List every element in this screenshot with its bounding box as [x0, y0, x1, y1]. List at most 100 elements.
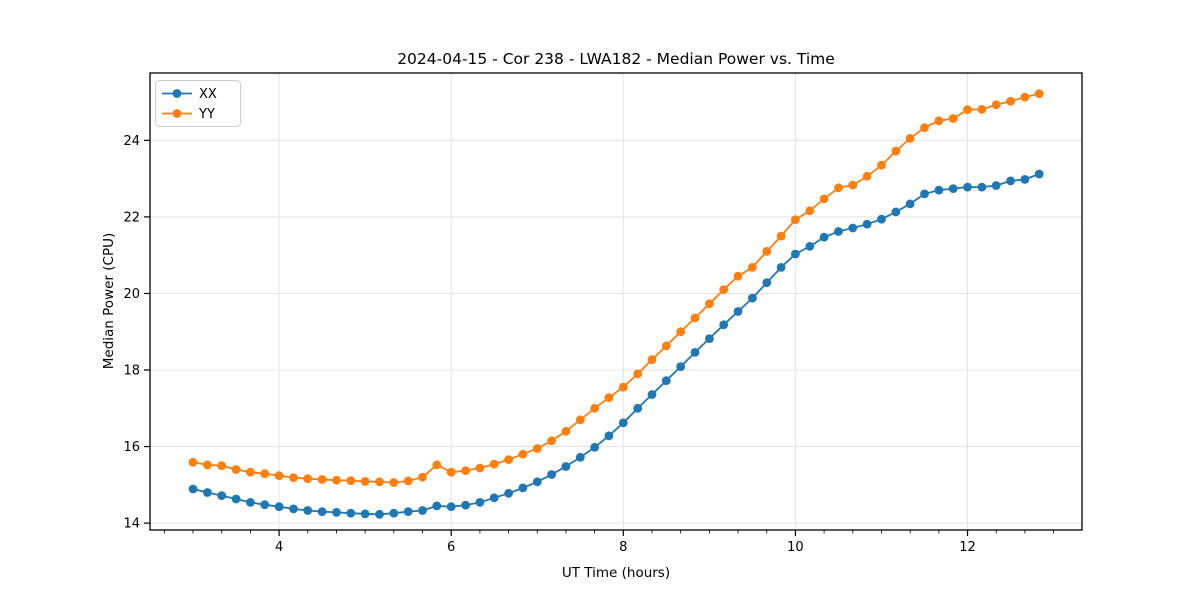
- data-point: [791, 215, 800, 225]
- data-point: [203, 488, 212, 497]
- data-point: [432, 460, 442, 470]
- data-point: [188, 484, 198, 494]
- y-tick-label: 14: [123, 517, 140, 532]
- data-point: [633, 369, 643, 379]
- data-point: [332, 475, 341, 485]
- data-point: [461, 466, 470, 476]
- data-point: [676, 362, 686, 371]
- data-point: [762, 278, 772, 288]
- data-point: [489, 493, 499, 503]
- x-tick-label: 4: [275, 540, 283, 555]
- data-point: [1020, 92, 1030, 102]
- data-point: [532, 477, 542, 487]
- x-tick-label: 8: [619, 540, 627, 555]
- data-point: [705, 299, 714, 309]
- data-point: [920, 123, 929, 133]
- data-point: [963, 105, 972, 115]
- data-point: [1006, 176, 1015, 186]
- data-point: [389, 478, 399, 487]
- data-point: [360, 509, 370, 519]
- data-point: [446, 467, 456, 477]
- data-point: [418, 506, 427, 515]
- data-point: [475, 463, 485, 473]
- data-point: [748, 293, 757, 303]
- data-point: [346, 476, 356, 485]
- data-point: [203, 460, 212, 470]
- data-point: [977, 105, 987, 114]
- data-point: [231, 465, 241, 474]
- data-point: [647, 355, 657, 365]
- data-point: [719, 285, 729, 294]
- data-point: [719, 320, 729, 330]
- data-point: [303, 506, 313, 515]
- legend-item-xx: XX: [162, 87, 217, 102]
- data-point: [590, 442, 600, 452]
- data-point: [991, 181, 1001, 190]
- y-tick-label: 22: [123, 210, 140, 225]
- data-point: [862, 219, 872, 229]
- data-point: [690, 313, 700, 323]
- data-point: [518, 483, 528, 493]
- y-axis-label: Median Power (CPU): [101, 233, 117, 369]
- data-point: [246, 467, 255, 477]
- data-point: [791, 249, 800, 259]
- data-point: [561, 462, 571, 471]
- data-point: [905, 199, 915, 209]
- data-point: [547, 470, 556, 479]
- data-point: [217, 491, 227, 500]
- x-tick-label: 10: [787, 540, 804, 555]
- data-point: [274, 471, 284, 480]
- data-point: [705, 334, 714, 343]
- data-point: [819, 232, 829, 242]
- data-point: [561, 426, 571, 436]
- data-point: [776, 231, 786, 241]
- data-point: [1020, 175, 1030, 184]
- y-tick-label: 24: [123, 134, 140, 149]
- data-point: [748, 263, 757, 272]
- axis-ticks: 4 6 8 10 12 14 16 18 20 22 24: [123, 134, 1055, 555]
- legend-xx-marker-icon: [172, 89, 182, 98]
- data-point: [289, 504, 298, 514]
- legend-box: [155, 80, 241, 127]
- data-point: [446, 502, 456, 512]
- data-point: [618, 418, 628, 428]
- series-yy-line: [192, 92, 1040, 484]
- data-point: [676, 327, 686, 337]
- data-point: [934, 116, 944, 126]
- data-point: [260, 500, 270, 510]
- data-point: [647, 390, 657, 399]
- data-point: [231, 494, 241, 504]
- data-point: [332, 508, 341, 517]
- legend-yy-marker-icon: [172, 109, 182, 118]
- data-point: [260, 469, 270, 479]
- data-point: [575, 452, 585, 462]
- y-tick-label: 18: [123, 364, 140, 379]
- data-point: [977, 182, 987, 192]
- data-point: [518, 449, 528, 459]
- data-point: [432, 501, 442, 511]
- data-point: [805, 206, 815, 216]
- data-point: [188, 457, 198, 467]
- data-point: [504, 455, 513, 464]
- data-point: [604, 393, 614, 402]
- data-point: [475, 498, 485, 507]
- data-point: [504, 488, 513, 498]
- data-point: [317, 507, 327, 516]
- data-point: [661, 341, 671, 351]
- data-point: [963, 182, 972, 192]
- series-yy: [188, 89, 1044, 487]
- data-point: [389, 508, 399, 518]
- y-tick-label: 16: [123, 440, 140, 455]
- data-point: [604, 431, 614, 441]
- data-point: [834, 227, 843, 236]
- data-point: [834, 183, 843, 193]
- legend-item-yy: YY: [162, 107, 215, 122]
- data-point: [891, 207, 901, 217]
- data-series: [188, 89, 1044, 519]
- x-axis-label: UT Time (hours): [562, 565, 670, 581]
- data-point: [360, 477, 370, 486]
- data-point: [575, 415, 585, 425]
- data-point: [1034, 169, 1044, 179]
- data-point: [991, 100, 1001, 110]
